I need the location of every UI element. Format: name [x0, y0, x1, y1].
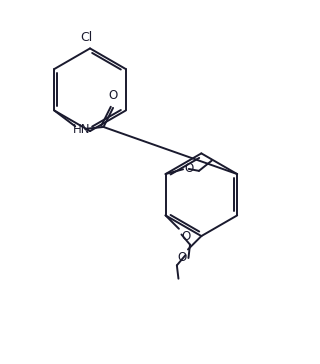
Text: O: O — [181, 230, 191, 244]
Text: O: O — [177, 251, 187, 264]
Text: O: O — [108, 89, 118, 102]
Text: Cl: Cl — [81, 31, 93, 44]
Text: HN: HN — [73, 123, 91, 136]
Text: O: O — [185, 162, 194, 175]
